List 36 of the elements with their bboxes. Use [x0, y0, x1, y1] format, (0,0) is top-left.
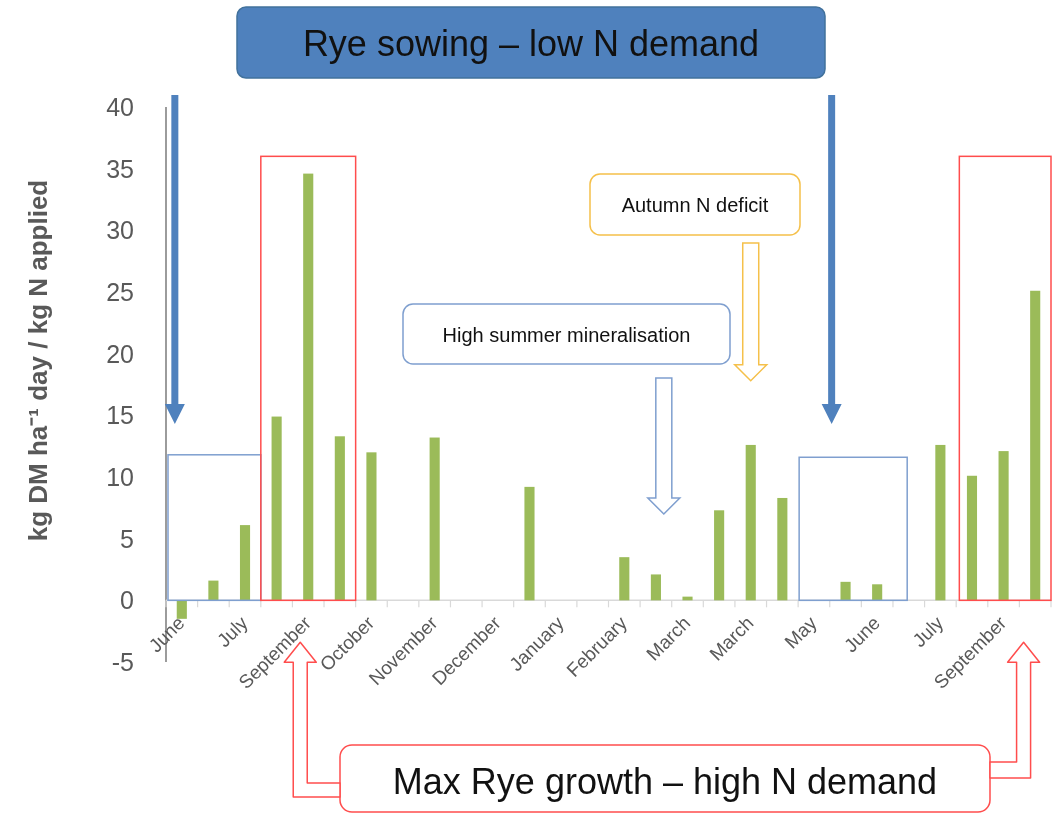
- y-axis-title: kg DM ha⁻¹ day / kg N applied: [23, 179, 53, 542]
- y-tick-label: 15: [106, 401, 134, 430]
- y-tick-label: 10: [106, 463, 134, 491]
- bar: [650, 574, 661, 601]
- y-tick-label: 40: [106, 93, 134, 121]
- bar: [429, 437, 440, 601]
- bar: [935, 444, 946, 601]
- bar: [1030, 290, 1041, 601]
- bar: [303, 173, 314, 601]
- bar: [366, 452, 377, 601]
- bar: [334, 436, 345, 601]
- bar: [524, 486, 535, 601]
- bar: [872, 584, 883, 601]
- y-tick-label: 20: [106, 339, 134, 368]
- bar: [176, 600, 187, 619]
- text: Max Rye growth – high N demand: [392, 760, 938, 802]
- x-tick-label: May: [780, 611, 822, 653]
- bar: [271, 416, 282, 601]
- bar: [745, 444, 756, 601]
- y-tick-label: 25: [106, 278, 134, 306]
- annotation: High summer mineralisation: [442, 324, 691, 346]
- bar: [777, 497, 788, 601]
- y-tick-label: 35: [106, 154, 134, 183]
- text: Rye sowing – low N demand: [302, 22, 760, 64]
- bar: [208, 580, 219, 601]
- bar: [714, 510, 725, 601]
- bar: [840, 581, 851, 601]
- y-tick-label: 30: [106, 216, 134, 245]
- bar: [998, 451, 1009, 601]
- y-tick-label: 5: [120, 524, 134, 553]
- bar: [239, 525, 251, 601]
- y-tick-label: -5: [111, 648, 134, 676]
- bar: [966, 475, 978, 601]
- bar: [619, 557, 630, 601]
- y-tick-label: 0: [120, 586, 134, 615]
- annotation: Autumn N deficit: [621, 194, 769, 216]
